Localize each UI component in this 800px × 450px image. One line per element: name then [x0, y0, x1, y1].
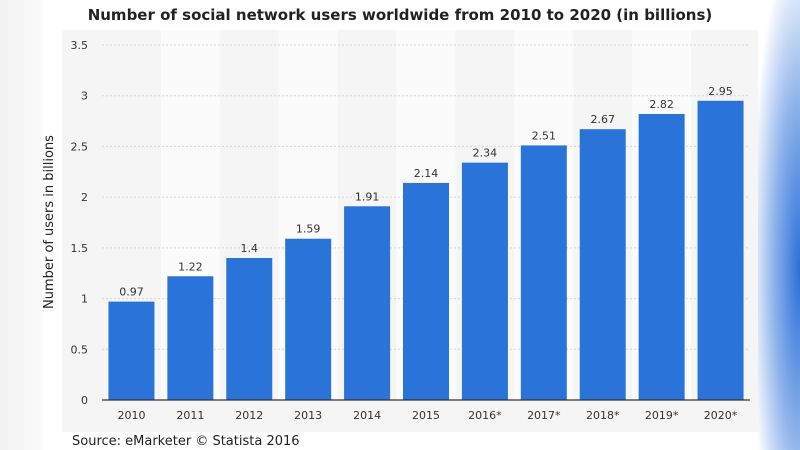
x-tick-label: 2014	[353, 409, 381, 422]
bar	[579, 129, 626, 400]
bar	[226, 258, 273, 400]
bar	[403, 182, 449, 400]
source-note: Source: eMarketer © Statista 2016	[72, 434, 300, 449]
bar	[285, 238, 332, 400]
y-tick-label: 2	[81, 191, 88, 204]
bar	[461, 162, 508, 400]
bar	[520, 145, 567, 400]
right-background-edge	[758, 0, 800, 450]
bar	[344, 206, 391, 400]
y-tick-label: 3.5	[71, 39, 89, 52]
x-tick-label: 2020*	[704, 409, 738, 422]
bar	[638, 113, 685, 400]
data-label: 2.67	[590, 113, 615, 126]
x-tick-label: 2012	[235, 409, 263, 422]
data-label: 1.59	[296, 223, 321, 236]
data-label: 0.97	[119, 286, 144, 299]
bar	[697, 100, 744, 401]
data-label: 2.82	[649, 98, 674, 111]
x-tick-label: 2019*	[645, 409, 679, 422]
x-tick-label: 2013	[294, 409, 322, 422]
data-label: 1.91	[355, 190, 380, 203]
data-label: 2.95	[708, 85, 733, 98]
y-tick-label: 0.5	[71, 343, 89, 356]
y-tick-label: 3	[81, 90, 88, 103]
y-tick-label: 0	[81, 394, 88, 407]
y-tick-label: 2.5	[71, 140, 89, 153]
x-tick-label: 2010	[117, 409, 145, 422]
data-label: 1.4	[241, 242, 259, 255]
x-tick-label: 2015	[412, 409, 440, 422]
x-tick-label: 2011	[176, 409, 204, 422]
bar	[108, 301, 155, 400]
chart-title: Number of social network users worldwide…	[87, 6, 713, 24]
bar	[167, 276, 214, 400]
x-tick-label: 2017*	[527, 409, 561, 422]
y-axis-label: Number of users in billions	[42, 135, 57, 309]
x-tick-label: 2018*	[586, 409, 620, 422]
y-tick-label: 1	[81, 293, 88, 306]
data-label: 2.14	[414, 167, 439, 180]
y-tick-label: 1.5	[71, 242, 89, 255]
data-label: 1.22	[178, 260, 203, 273]
data-label: 2.51	[532, 129, 557, 142]
x-tick-label: 2016*	[468, 409, 502, 422]
left-background-edge	[0, 0, 42, 450]
data-label: 2.34	[473, 147, 498, 160]
